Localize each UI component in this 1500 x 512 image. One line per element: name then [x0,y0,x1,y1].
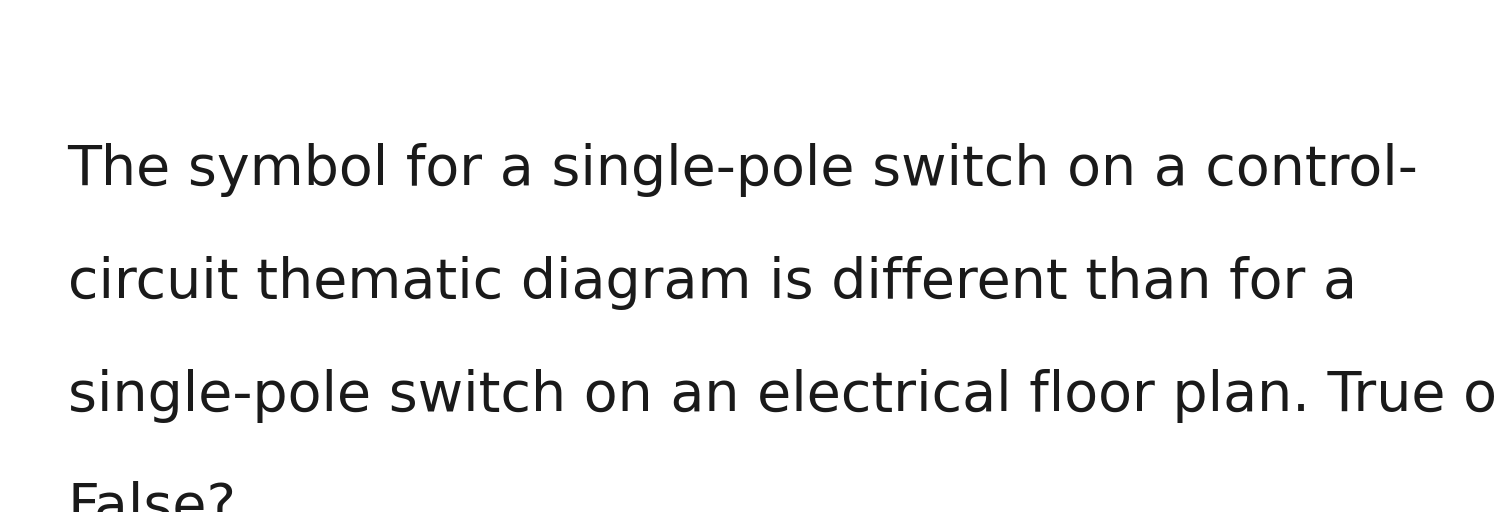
Text: single-pole switch on an electrical floor plan. True or: single-pole switch on an electrical floo… [68,369,1500,422]
Text: circuit thematic diagram is different than for a: circuit thematic diagram is different th… [68,256,1356,310]
Text: The symbol for a single-pole switch on a control-: The symbol for a single-pole switch on a… [68,143,1419,197]
Text: False?: False? [68,481,237,512]
